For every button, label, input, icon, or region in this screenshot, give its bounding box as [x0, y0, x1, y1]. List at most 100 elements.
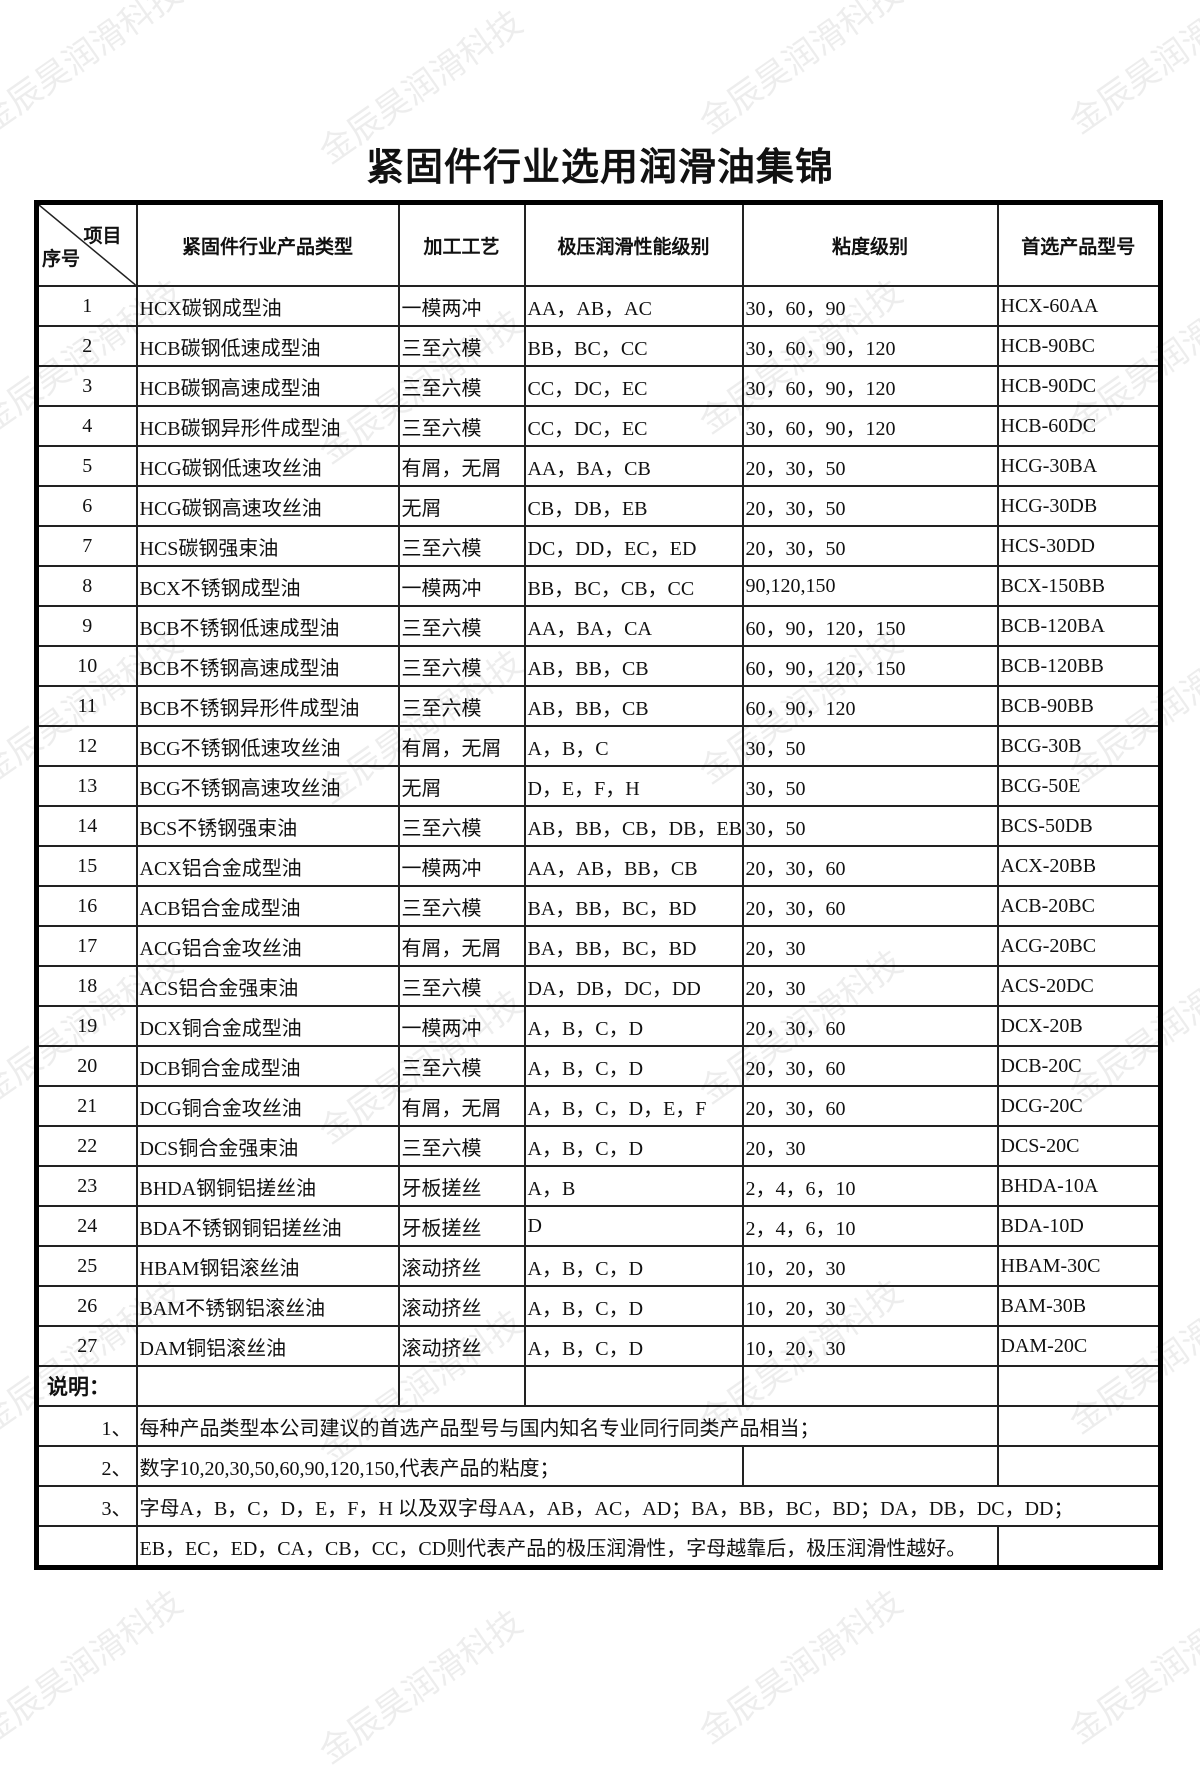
product-type: ACG铝合金攻丝油 [135, 925, 400, 967]
watermark: 金辰昊润滑科技 [312, 1602, 530, 1773]
model: BCS-50DB [996, 805, 1162, 847]
row-number: 21 [35, 1085, 138, 1127]
row-number: 25 [35, 1245, 138, 1287]
table-row: 5 HCG碳钢低速攻丝油 有屑，无屑 AA，BA，CB 20，30，50 HCG-30BA [35, 445, 1162, 487]
viscosity: 90,120,150 [741, 565, 999, 607]
ep-level: BB，BC，CB，CC [523, 565, 744, 607]
viscosity: 30，50 [741, 805, 999, 847]
model: BDA-10D [996, 1205, 1162, 1247]
process: 三至六模 [397, 1045, 526, 1087]
header-product-type: 紧固件行业产品类型 [135, 201, 400, 287]
model: HCG-30DB [996, 485, 1162, 527]
process: 无屑 [397, 765, 526, 807]
product-type: DCG铜合金攻丝油 [135, 1085, 400, 1127]
row-number: 13 [35, 765, 138, 807]
note-row: 3、 字母A，B，C，D，E，F，H 以及双字母AA，AB，AC，AD；BA，B… [35, 1485, 1162, 1527]
process: 一模两冲 [397, 845, 526, 887]
watermark: 金辰昊润滑科技 [0, 1582, 190, 1753]
product-type: BDA不锈钢铜铝搓丝油 [135, 1205, 400, 1247]
table-row: 17 ACG铝合金攻丝油 有屑，无屑 BA，BB，BC，BD 20，30 ACG-20BC [35, 925, 1162, 967]
ep-level: A，B，C，D [523, 1245, 744, 1287]
product-type: BHDA钢铜铝搓丝油 [135, 1165, 400, 1207]
product-type: DAM铜铝滚丝油 [135, 1325, 400, 1367]
model: HCB-90BC [996, 325, 1162, 367]
viscosity: 2，4，6，10 [741, 1205, 999, 1247]
ep-level: BA，BB，BC，BD [523, 925, 744, 967]
process: 三至六模 [397, 885, 526, 927]
product-type: HCG碳钢低速攻丝油 [135, 445, 400, 487]
process: 一模两冲 [397, 565, 526, 607]
table-row: 23 BHDA钢铜铝搓丝油 牙板搓丝 A，B 2，4，6，10 BHDA-10A [35, 1165, 1162, 1207]
table-row: 13 BCG不锈钢高速攻丝油 无屑 D，E，F，H 30，50 BCG-50E [35, 765, 1162, 807]
viscosity: 20，30，60 [741, 1045, 999, 1087]
product-type: HCB碳钢异形件成型油 [135, 405, 400, 447]
ep-level: D，E，F，H [523, 765, 744, 807]
row-number: 27 [35, 1325, 138, 1367]
product-type: HCX碳钢成型油 [135, 285, 400, 327]
note-text: 数字10,20,30,50,60,90,120,150,代表产品的粘度； [135, 1445, 744, 1487]
model: BCG-30B [996, 725, 1162, 767]
process: 三至六模 [397, 965, 526, 1007]
model: DAM-20C [996, 1325, 1162, 1367]
model: BCB-120BB [996, 645, 1162, 687]
lubricant-table: 项目 序号 紧固件行业产品类型 加工工艺 极压润滑性能级别 粘度级别 首选产品型… [34, 200, 1163, 1570]
ep-level: AB，BB，CB，DB，EB [523, 805, 744, 847]
note-index: 3、 [35, 1485, 138, 1527]
process: 三至六模 [397, 365, 526, 407]
model: BCG-50E [996, 765, 1162, 807]
product-type: DCS铜合金强束油 [135, 1125, 400, 1167]
header-process: 加工工艺 [397, 201, 526, 287]
viscosity: 60，90，120 [741, 685, 999, 727]
model: HCS-30DD [996, 525, 1162, 567]
row-number: 16 [35, 885, 138, 927]
process: 三至六模 [397, 645, 526, 687]
ep-level: AA，BA，CB [523, 445, 744, 487]
row-number: 14 [35, 805, 138, 847]
table-row: 11 BCB不锈钢异形件成型油 三至六模 AB，BB，CB 60，90，120 BCB-9… [35, 685, 1162, 727]
ep-level: CC，DC，EC [523, 365, 744, 407]
model: DCB-20C [996, 1045, 1162, 1087]
row-number: 20 [35, 1045, 138, 1087]
viscosity: 30，50 [741, 725, 999, 767]
table-row: 10 BCB不锈钢高速成型油 三至六模 AB，BB，CB 60，90，120，150 BC… [35, 645, 1162, 687]
viscosity: 20，30，50 [741, 445, 999, 487]
model: HCX-60AA [996, 285, 1162, 327]
note-row: 2、 数字10,20,30,50,60,90,120,150,代表产品的粘度； [35, 1445, 1162, 1487]
table-row: 20 DCB铜合金成型油 三至六模 A，B，C，D 20，30，60 DCB-20C [35, 1045, 1162, 1087]
ep-level: AA，AB，AC [523, 285, 744, 327]
product-type: BCB不锈钢异形件成型油 [135, 685, 400, 727]
row-number: 5 [35, 445, 138, 487]
process: 有屑，无屑 [397, 1085, 526, 1127]
process: 三至六模 [397, 605, 526, 647]
model: HBAM-30C [996, 1245, 1162, 1287]
watermark: 金辰昊润滑科技 [0, 0, 190, 143]
model: BCB-90BB [996, 685, 1162, 727]
product-type: HBAM钢铝滚丝油 [135, 1245, 400, 1287]
product-type: ACS铝合金强束油 [135, 965, 400, 1007]
model: BCX-150BB [996, 565, 1162, 607]
product-type: DCB铜合金成型油 [135, 1045, 400, 1087]
viscosity: 20，30，50 [741, 485, 999, 527]
note-text: 字母A，B，C，D，E，F，H 以及双字母AA，AB，AC，AD；BA，BB，B… [135, 1485, 1162, 1527]
notes-label: 说明： [35, 1365, 138, 1407]
row-number: 1 [35, 285, 138, 327]
table-row: 15 ACX铝合金成型油 一模两冲 AA，AB，BB，CB 20，30，60 ACX-20… [35, 845, 1162, 887]
row-number: 10 [35, 645, 138, 687]
product-type: BCG不锈钢高速攻丝油 [135, 765, 400, 807]
ep-level: A，B [523, 1165, 744, 1207]
viscosity: 30，60，90 [741, 285, 999, 327]
page-title: 紧固件行业选用润滑油集锦 [365, 145, 834, 189]
row-number: 12 [35, 725, 138, 767]
product-type: DCX铜合金成型油 [135, 1005, 400, 1047]
ep-level: AA，AB，BB，CB [523, 845, 744, 887]
model: ACS-20DC [996, 965, 1162, 1007]
row-number: 6 [35, 485, 138, 527]
row-number: 2 [35, 325, 138, 367]
model: DCS-20C [996, 1125, 1162, 1167]
note-text: 每种产品类型本公司建议的首选产品型号与国内知名专业同行同类产品相当； [135, 1405, 999, 1447]
table-row: 14 BCS不锈钢强束油 三至六模 AB，BB，CB，DB，EB 30，50 BCS-50… [35, 805, 1162, 847]
viscosity: 30，60，90，120 [741, 405, 999, 447]
product-type: ACX铝合金成型油 [135, 845, 400, 887]
viscosity: 60，90，120，150 [741, 645, 999, 687]
product-type: HCG碳钢高速攻丝油 [135, 485, 400, 527]
